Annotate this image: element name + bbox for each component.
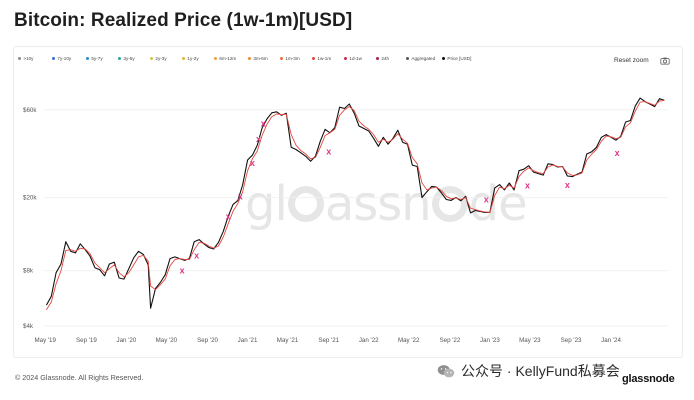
- y-tick-label: $8k: [23, 268, 34, 275]
- glassnode-logo: glassnode: [622, 373, 675, 385]
- legend-item[interactable]: 24h: [376, 56, 389, 61]
- copyright-text: © 2024 Glassnode. All Rights Reserved.: [15, 373, 144, 382]
- realized-price-1w-1m-line: [46, 99, 665, 311]
- annotation-x-marker: x: [256, 134, 261, 144]
- chart-card: [13, 46, 683, 358]
- x-tick-label: Sep '23: [561, 337, 582, 344]
- annotation-x-marker: x: [238, 192, 243, 202]
- annotation-x-marker: x: [326, 147, 331, 157]
- legend-dot-icon: [150, 56, 154, 61]
- x-tick-label: Jan '21: [238, 337, 258, 344]
- chart-legend: >10y 7y-10y 5y-7y 3y-5y 2y-3y 1y-2y 6m-12m 3m-6…: [18, 56, 471, 66]
- legend-label: 5y-7y: [91, 56, 103, 61]
- annotation-x-marker: x: [226, 211, 231, 221]
- legend-label: Price [USD]: [447, 56, 472, 61]
- legend-label: 1w-1m: [317, 56, 332, 61]
- legend-item[interactable]: >10y: [18, 56, 33, 61]
- annotation-x-marker: x: [615, 148, 620, 158]
- y-tick-label: $20k: [23, 195, 37, 202]
- legend-label: 6m-12m: [219, 56, 237, 61]
- legend-item[interactable]: Price [USD]: [442, 56, 471, 61]
- x-tick-label: Jan '20: [117, 337, 137, 344]
- x-tick-label: May '21: [277, 337, 299, 344]
- reset-zoom-button[interactable]: Reset zoom: [611, 56, 652, 65]
- x-tick-label: Jan '24: [601, 337, 621, 344]
- camera-icon[interactable]: [660, 56, 670, 66]
- annotation-x-marker: x: [194, 250, 199, 260]
- x-tick-label: May '20: [156, 337, 178, 344]
- legend-label: 1y-2y: [187, 56, 199, 61]
- legend-item[interactable]: 1d-1w: [344, 56, 362, 61]
- legend-dot-icon: [86, 56, 90, 61]
- legend-label: 3y-5y: [123, 56, 135, 61]
- legend-label: 1m-3m: [285, 56, 300, 61]
- legend-label: 3m-6m: [253, 56, 268, 61]
- wechat-icon: [437, 364, 455, 377]
- x-tick-label: May '22: [398, 337, 420, 344]
- annotation-x-marker: x: [180, 266, 185, 276]
- x-tick-label: Sep '19: [76, 337, 97, 344]
- legend-item[interactable]: 3m-6m: [248, 56, 268, 61]
- legend-item[interactable]: Aggregated: [406, 56, 435, 61]
- legend-item[interactable]: 1y-2y: [182, 56, 199, 61]
- legend-dot-icon: [376, 56, 380, 61]
- legend-item[interactable]: 5y-7y: [86, 56, 103, 61]
- legend-dot-icon: [280, 56, 284, 61]
- x-tick-label: Sep '22: [440, 337, 461, 344]
- legend-label: Aggregated: [411, 56, 436, 61]
- legend-dot-icon: [118, 56, 122, 61]
- legend-label: 7y-10y: [57, 56, 72, 61]
- legend-label: >10y: [23, 56, 34, 61]
- legend-item[interactable]: 7y-10y: [52, 56, 71, 61]
- x-tick-label: May '19: [34, 337, 56, 344]
- legend-dot-icon: [18, 56, 22, 61]
- y-tick-label: $4k: [23, 323, 34, 330]
- legend-dot-icon: [312, 56, 316, 61]
- legend-dot-icon: [344, 56, 348, 61]
- wechat-account: 公众号 · KellyFund私募会: [437, 361, 620, 381]
- x-tick-label: Sep '20: [197, 337, 218, 344]
- y-tick-label: $60k: [23, 107, 37, 114]
- legend-item[interactable]: 1m-3m: [280, 56, 300, 61]
- legend-dot-icon: [248, 56, 252, 61]
- legend-dot-icon: [442, 56, 446, 61]
- annotation-x-marker: x: [261, 119, 266, 129]
- price-line: [45, 97, 665, 309]
- legend-dot-icon: [52, 56, 56, 61]
- legend-label: 2y-3y: [155, 56, 167, 61]
- x-tick-label: Sep '21: [318, 337, 339, 344]
- legend-label: 1d-1w: [349, 56, 362, 61]
- legend-item[interactable]: 1w-1m: [312, 56, 331, 61]
- legend-dot-icon: [182, 56, 186, 61]
- wechat-label: 公众号 · KellyFund私募会: [461, 363, 620, 379]
- annotation-x-marker: x: [525, 181, 530, 191]
- legend-dot-icon: [214, 56, 218, 61]
- x-tick-label: Jan '23: [480, 337, 500, 344]
- legend-item[interactable]: 3y-5y: [118, 56, 135, 61]
- chart-title: Bitcoin: Realized Price (1w-1m)[USD]: [14, 10, 353, 31]
- annotation-x-marker: x: [565, 180, 570, 190]
- legend-item[interactable]: 2y-3y: [150, 56, 167, 61]
- legend-dot-icon: [406, 56, 410, 61]
- x-tick-label: Jan '22: [359, 337, 379, 344]
- legend-item[interactable]: 6m-12m: [214, 56, 236, 61]
- x-tick-label: May '23: [519, 337, 541, 344]
- annotation-x-marker: x: [484, 195, 489, 205]
- annotation-x-marker: x: [250, 158, 255, 168]
- legend-label: 24h: [381, 56, 390, 61]
